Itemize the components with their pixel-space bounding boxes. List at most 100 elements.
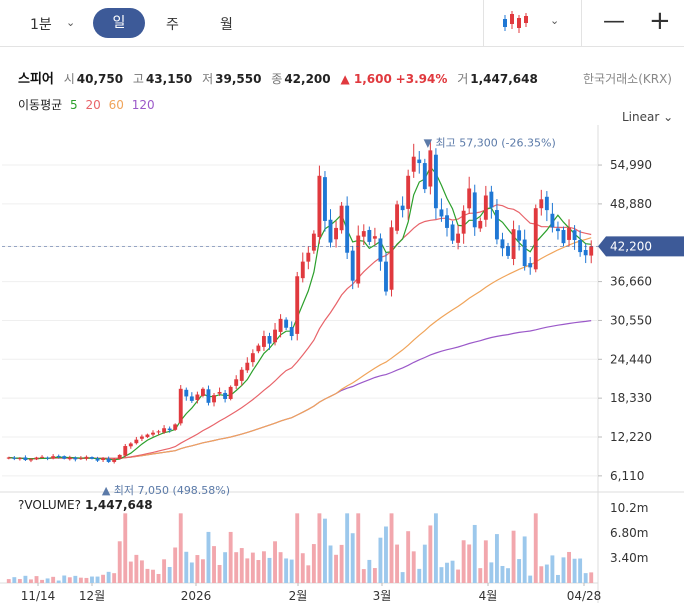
open-value: 40,750 xyxy=(76,72,124,86)
volume-tick-label: 3.40m xyxy=(610,551,648,565)
tab-day[interactable]: 일 xyxy=(93,8,145,38)
candle-body xyxy=(123,446,128,456)
candle-body xyxy=(112,459,117,462)
volume-bar xyxy=(522,536,527,583)
candle-body xyxy=(34,457,39,460)
volume-bar xyxy=(456,569,461,583)
candle-body xyxy=(350,250,355,281)
candle-body xyxy=(511,229,516,260)
volume-label: 거 xyxy=(457,72,469,86)
candle-body xyxy=(56,455,61,457)
volume-bar xyxy=(173,547,178,583)
y-tick-label: 48,880 xyxy=(610,197,652,211)
volume-bar xyxy=(517,559,522,583)
chevron-down-icon[interactable]: ⌄ xyxy=(550,14,560,27)
volume-bar xyxy=(273,541,277,583)
tab-week[interactable]: 주 xyxy=(166,17,179,33)
interval-select[interactable]: 1분 xyxy=(30,17,52,33)
volume-bar xyxy=(467,544,472,583)
volume-bar xyxy=(428,525,433,583)
volume-bar xyxy=(51,576,56,583)
volume-bar xyxy=(23,575,28,583)
candle-body xyxy=(95,458,100,461)
candle-body xyxy=(12,457,17,459)
candle-body xyxy=(544,196,549,211)
tab-month[interactable]: 월 xyxy=(220,17,233,33)
volume-bar xyxy=(483,540,488,583)
open-label: 시 xyxy=(63,72,75,86)
candle-body xyxy=(583,249,588,256)
x-tick-label: 4월 xyxy=(479,589,498,603)
candle-body xyxy=(212,395,216,403)
candle-body xyxy=(439,209,444,217)
quote-bar: 스피어 시 40,750 고 43,150 저 39,550 종 42,200 ▲ 1,… xyxy=(18,68,544,87)
volume-bar xyxy=(395,544,400,583)
ma-legend-120: 120 xyxy=(131,98,155,112)
candle-body xyxy=(528,263,533,268)
candle-body xyxy=(134,439,139,444)
candle-body xyxy=(517,230,522,241)
ma-legend-5: 5 xyxy=(70,98,78,112)
candle-body xyxy=(428,150,433,187)
volume-bar xyxy=(212,546,216,583)
volume-bar xyxy=(123,513,128,583)
volume-bar xyxy=(162,559,167,583)
candle-body xyxy=(506,246,510,256)
chevron-down-icon[interactable]: ⌄ xyxy=(66,16,76,29)
volume-bar xyxy=(472,524,477,583)
candle-body xyxy=(78,458,83,460)
volume-bar xyxy=(295,513,300,583)
volume-bar xyxy=(411,551,416,583)
zoom-in-icon[interactable]: + xyxy=(649,6,671,36)
volume-bar xyxy=(90,576,94,583)
volume-bar xyxy=(139,560,144,583)
candle-body xyxy=(84,456,89,459)
chart-toolbar: 1분 ⌄ 일 주 월 ⌄ — + xyxy=(0,0,684,47)
volume-bar xyxy=(406,531,411,583)
candle-body xyxy=(217,391,222,394)
volume-bar xyxy=(217,564,222,583)
candle-body xyxy=(367,229,372,242)
candle-body xyxy=(250,353,255,363)
close-label: 종 xyxy=(271,72,283,86)
candle-body xyxy=(117,454,122,459)
volume-bar xyxy=(67,577,72,583)
close-value: 42,200 xyxy=(284,72,331,86)
volume-bar xyxy=(478,568,483,583)
volume-tick-label: 6.80m xyxy=(610,526,648,540)
zoom-out-icon[interactable]: — xyxy=(603,9,625,34)
candle-body xyxy=(145,434,150,438)
high-label: 고 xyxy=(132,72,144,86)
volume-bar xyxy=(101,574,106,583)
exchange-label: 한국거래소(KRX) xyxy=(583,72,672,86)
ma-60-line xyxy=(8,237,592,460)
y-tick-label: 30,550 xyxy=(610,313,652,327)
volume-bar xyxy=(306,565,311,583)
ma-legend-20: 20 xyxy=(85,98,101,112)
volume-bar xyxy=(62,575,67,583)
ma-legend: 이동평균 5 20 60 120 xyxy=(18,96,159,113)
volume-bar xyxy=(400,572,405,583)
candle-body xyxy=(478,220,483,229)
change-percent: +3.94% xyxy=(395,72,448,86)
candle-body xyxy=(578,240,583,253)
scale-select[interactable]: Linear ⌄ xyxy=(622,110,673,124)
candle-body xyxy=(195,394,200,400)
volume-bar xyxy=(284,558,289,583)
y-tick-label: 18,330 xyxy=(610,391,652,405)
min-annotation: ▲ 최저 7,050 (498.58%) xyxy=(102,484,230,497)
volume-bar xyxy=(350,533,355,583)
candle-body xyxy=(189,396,194,401)
candle-body xyxy=(40,456,44,458)
candlestick-icon[interactable] xyxy=(501,9,529,35)
volume-bar xyxy=(206,531,211,583)
candle-body xyxy=(589,246,594,256)
volume-bar xyxy=(56,580,61,583)
candle-body xyxy=(300,261,305,279)
toolbar-divider xyxy=(581,0,582,46)
volume-bar xyxy=(339,544,344,583)
candle-body xyxy=(356,235,361,284)
candle-body xyxy=(384,261,388,292)
candle-body xyxy=(361,231,366,237)
